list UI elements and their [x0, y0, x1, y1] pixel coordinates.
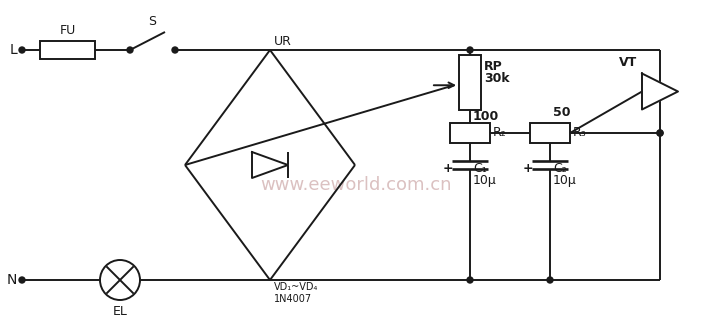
Text: +: + [523, 162, 533, 175]
Circle shape [547, 277, 553, 283]
Text: 50: 50 [553, 106, 570, 119]
Circle shape [467, 277, 473, 283]
Text: S: S [148, 15, 156, 28]
Polygon shape [642, 73, 678, 110]
Text: UR: UR [274, 35, 292, 48]
Text: N: N [6, 273, 17, 287]
Text: R₂: R₂ [493, 126, 507, 139]
Bar [40, 41, 95, 59]
Text: C₂: C₂ [553, 162, 567, 175]
Circle shape [19, 47, 25, 53]
Bar [450, 123, 490, 143]
Text: VT: VT [619, 57, 637, 70]
Circle shape [172, 47, 178, 53]
Text: C₁: C₁ [473, 162, 487, 175]
Text: L: L [9, 43, 17, 57]
Circle shape [657, 130, 663, 136]
Circle shape [19, 277, 25, 283]
Bar [459, 55, 481, 110]
Text: 1N4007: 1N4007 [274, 294, 312, 304]
Text: FU: FU [59, 24, 75, 37]
Circle shape [100, 260, 140, 300]
Bar [530, 123, 570, 143]
Text: 100: 100 [473, 110, 499, 123]
Text: 10μ: 10μ [553, 174, 577, 187]
Text: 10μ: 10μ [473, 174, 497, 187]
Polygon shape [252, 152, 288, 178]
Text: 30k: 30k [484, 72, 510, 85]
Circle shape [657, 130, 663, 136]
Circle shape [467, 47, 473, 53]
Text: R₃: R₃ [573, 126, 587, 139]
Text: +: + [443, 162, 454, 175]
Text: RP: RP [484, 60, 503, 73]
Text: VD₁~VD₄: VD₁~VD₄ [274, 282, 318, 292]
Circle shape [127, 47, 133, 53]
Text: EL: EL [112, 305, 127, 318]
Text: www.eeworld.com.cn: www.eeworld.com.cn [261, 176, 451, 194]
